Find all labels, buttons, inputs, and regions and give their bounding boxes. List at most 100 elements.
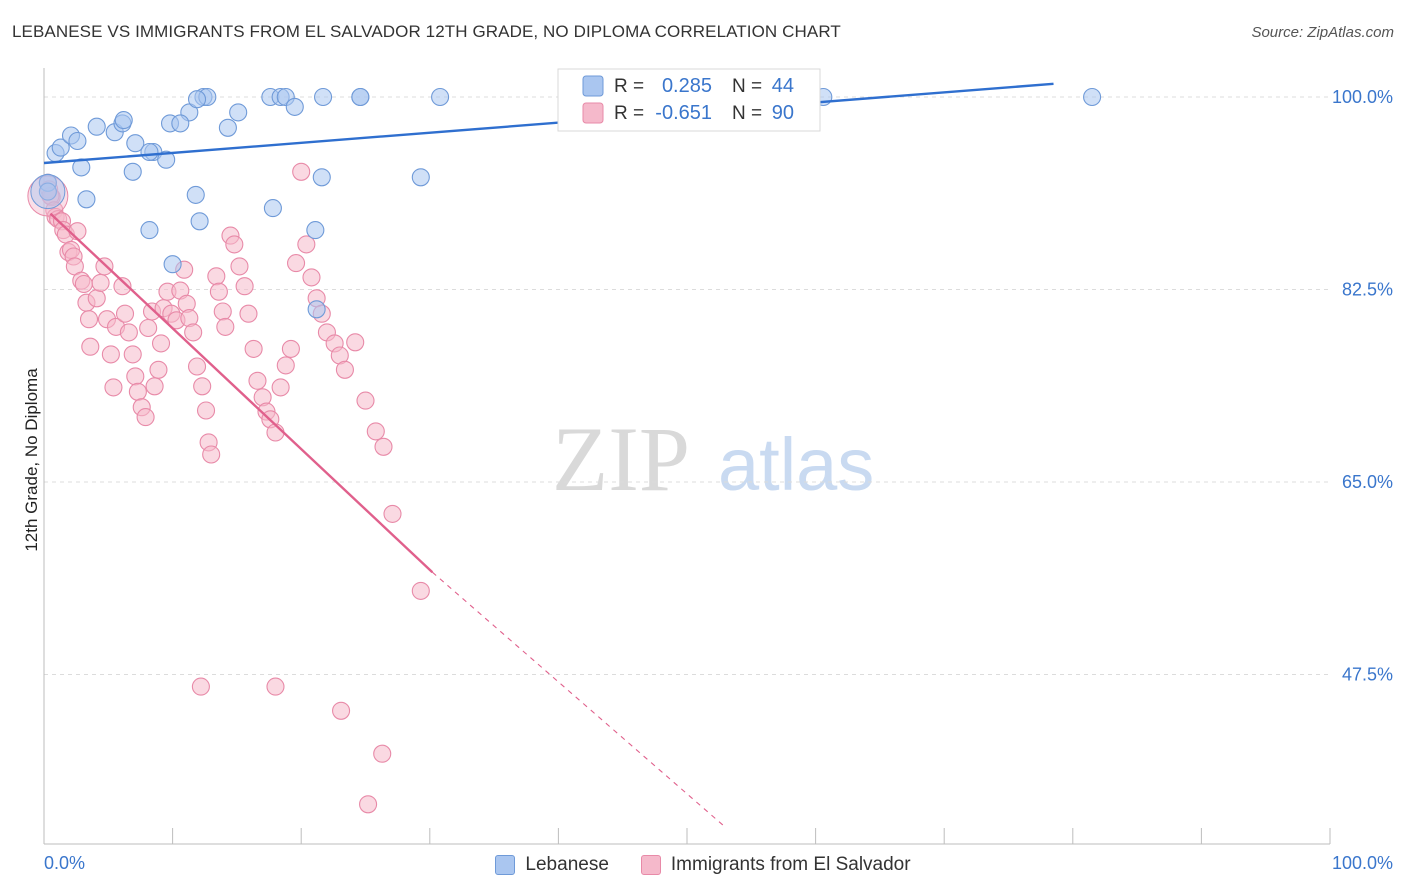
pink-point-29	[119, 323, 138, 342]
pink-point-63	[244, 339, 263, 358]
y-tick-label-1: 82.5%	[1342, 280, 1393, 300]
legend-r-label-blue: R =	[614, 76, 644, 97]
pink-point-75	[302, 268, 321, 287]
watermark-atlas: atlas	[718, 423, 874, 506]
pink-point-62	[239, 304, 258, 323]
tick-labels: 100.0% 82.5% 65.0% 47.5% 0.0% 100.0%	[44, 87, 1393, 873]
pink-point-31	[126, 367, 145, 386]
legend-swatch-el-salvador	[640, 855, 661, 875]
pink-point-39	[151, 334, 171, 353]
legend-r-label-pink: R =	[614, 103, 644, 124]
pink-point-14	[68, 222, 87, 241]
x-tick-label-1: 100.0%	[1332, 853, 1393, 873]
watermark-zip: ZIP	[552, 408, 690, 510]
pink-point-48	[184, 323, 203, 342]
pink-point-35	[139, 318, 158, 338]
series-legend: Lebanese Immigrants from El Salvador	[0, 852, 1406, 878]
pink-point-18	[79, 310, 99, 329]
legend-label-lebanese: Lebanese	[525, 854, 609, 875]
pink-point-86	[383, 504, 402, 523]
legend-item-el-salvador[interactable]: Immigrants from El Salvador	[640, 852, 911, 878]
pink-point-19	[81, 337, 100, 356]
blue-point-41	[411, 168, 430, 187]
blue-point-40	[431, 87, 450, 107]
pink-point-55	[209, 282, 228, 301]
pink-point-82	[346, 333, 365, 352]
y-tick-label-3: 47.5%	[1342, 665, 1393, 685]
pink-point-71	[281, 339, 300, 358]
legend-n-value-blue: 44	[772, 75, 794, 97]
legend-item-lebanese[interactable]: Lebanese	[495, 852, 609, 878]
legend-r-value-blue: 0.285	[662, 75, 712, 97]
pink-trend-line	[49, 212, 434, 574]
source-label: Source: ZipAtlas.com	[1251, 24, 1394, 41]
blue-point-9	[87, 117, 106, 136]
blue-point-1	[38, 182, 57, 201]
legend-n-label-blue: N =	[732, 76, 762, 97]
pink-point-70	[276, 356, 295, 375]
legend-swatch-lebanese	[495, 855, 516, 875]
pink-point-22	[95, 257, 114, 276]
blue-point-39	[351, 87, 370, 107]
pink-point-73	[292, 162, 311, 181]
legend-label-el-salvador: Immigrants from El Salvador	[670, 854, 911, 875]
blue-point-3	[51, 138, 70, 157]
blue-point-27	[229, 103, 248, 122]
pink-point-92	[359, 795, 378, 814]
pink-point-68	[266, 423, 285, 442]
blue-point-33	[263, 199, 282, 218]
pink-series-points	[27, 162, 430, 814]
pink-point-20	[87, 289, 106, 308]
pink-point-49	[187, 357, 207, 376]
pink-point-30	[123, 345, 142, 364]
chart-title: LEBANESE VS IMMIGRANTS FROM EL SALVADOR …	[12, 22, 841, 41]
blue-point-28	[218, 118, 237, 137]
pink-point-72	[287, 254, 306, 273]
pink-point-90	[332, 701, 351, 720]
blue-series-points	[30, 87, 1102, 319]
pink-point-61	[235, 277, 254, 296]
blue-point-22	[186, 185, 205, 204]
legend-n-label-pink: N =	[732, 103, 762, 124]
blue-point-32	[285, 97, 304, 116]
pink-point-53	[202, 445, 221, 464]
legend-r-value-pink: -0.651	[655, 102, 712, 124]
pink-point-91	[373, 744, 392, 763]
pink-point-59	[225, 235, 244, 254]
blue-trend-line	[43, 82, 1054, 165]
pink-point-21	[91, 273, 110, 292]
pink-point-28	[115, 304, 135, 323]
pink-trend-extension	[432, 571, 726, 828]
blue-point-16	[157, 150, 176, 169]
pink-point-16	[74, 274, 93, 294]
blue-point-13	[123, 162, 142, 181]
pink-point-60	[230, 257, 249, 276]
legend-swatch-pink	[582, 102, 604, 124]
pink-point-34	[136, 408, 155, 427]
x-tick-label-0: 0.0%	[44, 853, 85, 873]
blue-point-7	[77, 190, 96, 209]
pink-point-38	[149, 360, 168, 379]
blue-point-19	[163, 255, 182, 274]
blue-point-43	[1083, 87, 1102, 107]
blue-point-18	[140, 221, 159, 240]
pink-point-64	[248, 371, 267, 390]
pink-point-37	[145, 377, 164, 396]
blue-point-23	[190, 212, 209, 231]
pink-point-83	[356, 391, 375, 410]
gridlines	[44, 96, 1330, 675]
legend-swatch-blue	[582, 75, 604, 97]
pink-point-89	[266, 677, 285, 696]
pink-point-24	[101, 345, 120, 364]
correlation-legend: R = 0.285 N = 44 R = -0.651 N = 90	[557, 68, 821, 132]
pink-point-50	[193, 377, 212, 396]
pink-point-85	[374, 437, 393, 456]
pink-point-54	[207, 267, 226, 286]
pink-point-87	[411, 581, 430, 600]
blue-point-26	[187, 90, 207, 109]
pink-point-25	[104, 378, 123, 397]
blue-point-15	[140, 142, 159, 162]
pink-point-81	[335, 360, 354, 379]
blue-point-11	[114, 111, 133, 130]
blue-point-21	[171, 114, 190, 133]
